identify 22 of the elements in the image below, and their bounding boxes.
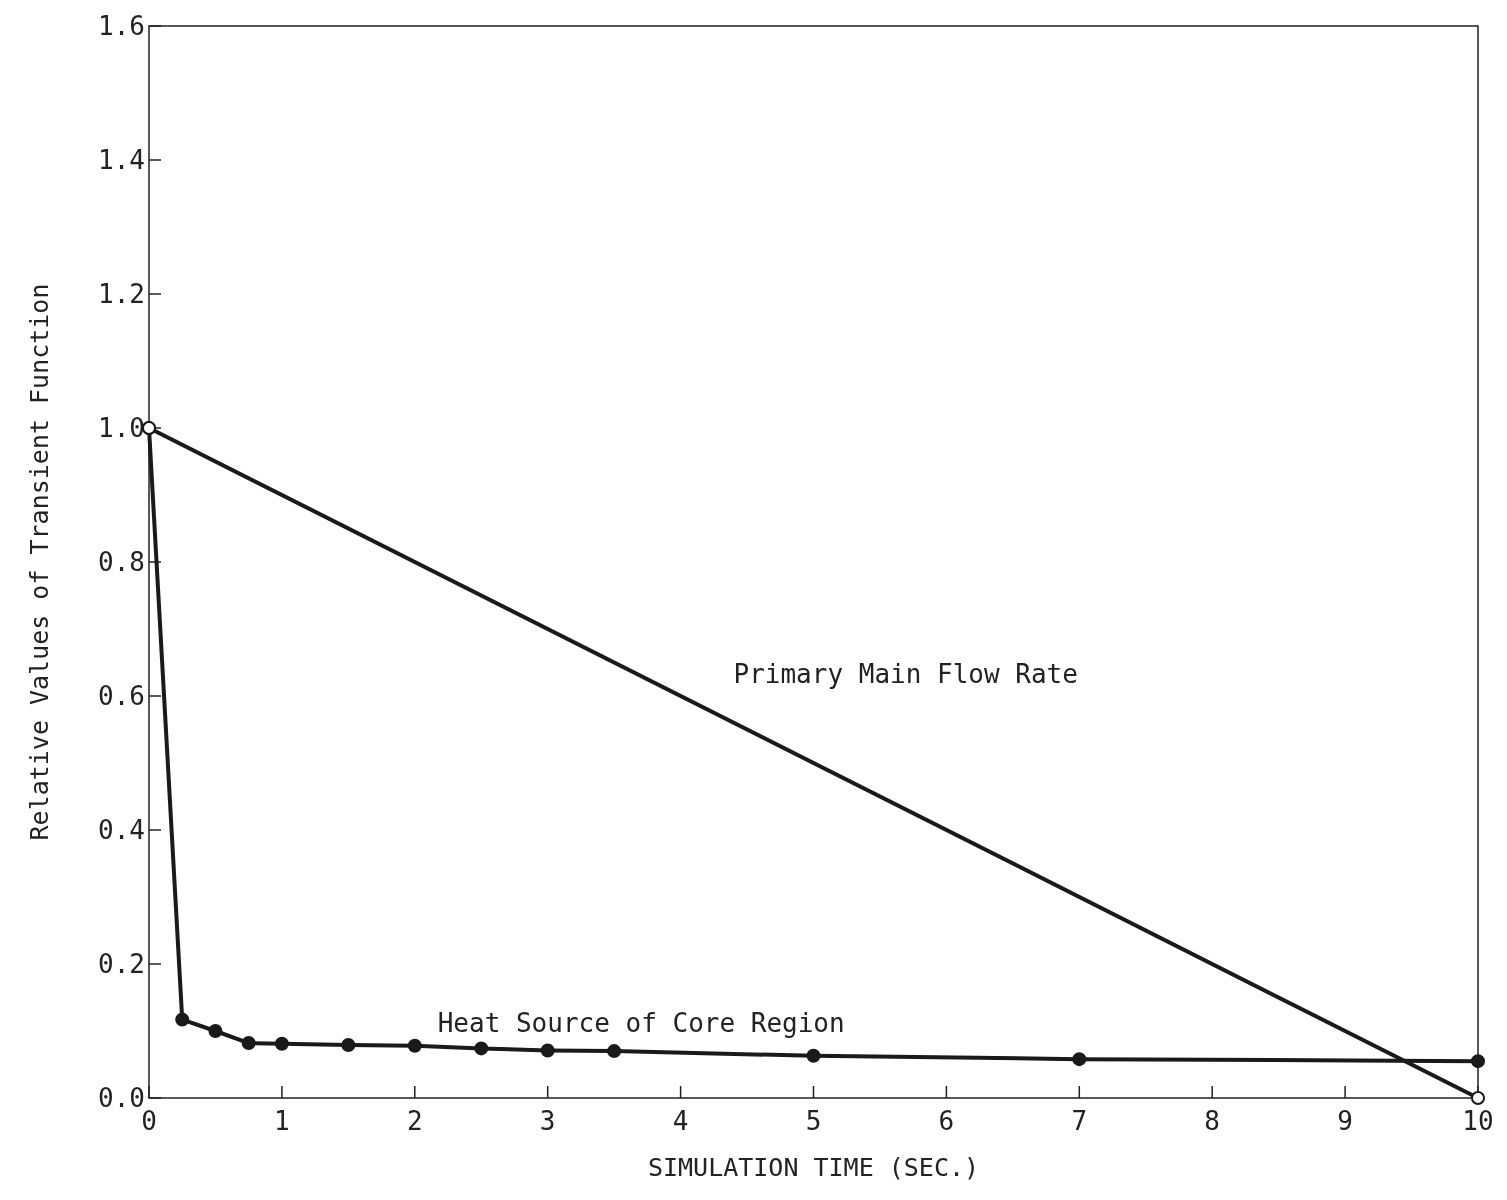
x-tick-label: 7 — [1071, 1106, 1088, 1136]
y-tick-label: 0.2 — [98, 949, 145, 979]
x-tick-label: 5 — [805, 1106, 822, 1136]
y-axis-title: Relative Values of Transient Function — [25, 283, 54, 841]
y-tick-label: 0.6 — [98, 681, 145, 711]
series-label: Heat Source of Core Region — [437, 1008, 845, 1039]
y-tick-label: 1.4 — [98, 145, 145, 175]
y-tick-label: 0.4 — [98, 815, 145, 845]
x-tick-label: 8 — [1204, 1106, 1221, 1136]
y-tick-label: 0.8 — [98, 547, 145, 577]
x-tick-label: 3 — [539, 1106, 556, 1136]
x-tick-label: 9 — [1337, 1106, 1353, 1136]
x-axis-title: SIMULATION TIME (SEC.) — [647, 1153, 980, 1182]
x-tick-label: 2 — [406, 1106, 423, 1136]
x-tick-label: 10 — [1462, 1106, 1494, 1136]
x-tick-label: 4 — [672, 1106, 689, 1136]
x-tick-label: 6 — [938, 1106, 955, 1136]
y-tick-label: 1.0 — [98, 413, 145, 443]
y-tick-label: 1.6 — [98, 11, 145, 41]
x-tick-label: 1 — [274, 1106, 290, 1136]
y-tick-label: 1.2 — [98, 279, 145, 309]
series-label: Primary Main Flow Rate — [733, 659, 1078, 689]
